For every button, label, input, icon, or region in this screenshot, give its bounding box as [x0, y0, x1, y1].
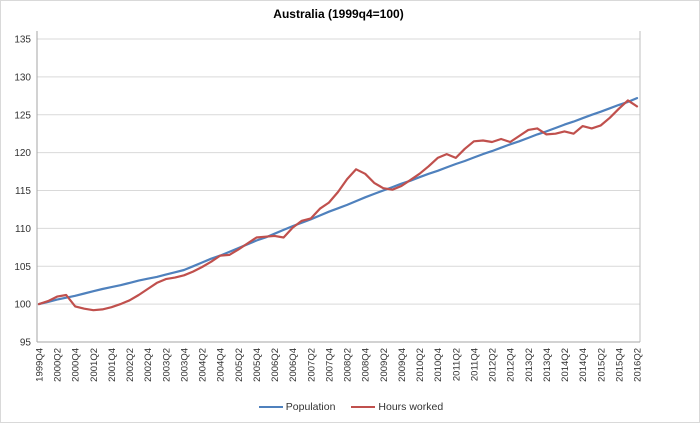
- x-tick-label: 2014Q4: [578, 348, 589, 382]
- x-tick-label: 2005Q2: [234, 348, 245, 382]
- x-tick-label: 2013Q4: [542, 348, 553, 382]
- x-tick-label: 2012Q2: [488, 348, 499, 382]
- hours-worked-line-swatch: [351, 406, 376, 408]
- x-tick-label: 2004Q2: [198, 348, 209, 382]
- legend-item-hours-worked: Hours worked: [351, 401, 443, 413]
- x-tick-label: 2015Q2: [596, 348, 607, 382]
- y-tick-label: 125: [14, 110, 31, 121]
- x-tick-label: 2010Q2: [415, 348, 426, 382]
- population-line: [37, 96, 639, 306]
- x-tick-label: 2011Q4: [469, 348, 480, 381]
- x-tick-label: 2005Q4: [252, 348, 263, 382]
- y-tick-label: 95: [20, 338, 32, 349]
- x-tick-label: 2002Q4: [143, 348, 154, 382]
- x-tick-label: 2008Q2: [343, 348, 354, 382]
- x-tick-label: 2001Q4: [107, 348, 118, 382]
- x-tick-label: 2007Q4: [324, 348, 335, 382]
- legend-label-population: Population: [285, 401, 336, 413]
- x-tick-label: 2008Q4: [361, 348, 372, 382]
- y-tick-label: 100: [14, 300, 31, 311]
- x-tick-label: 2006Q4: [288, 348, 299, 382]
- x-tick-label: 2013Q2: [524, 348, 535, 382]
- x-tick-label: 2007Q2: [306, 348, 317, 382]
- x-tick-label: 2015Q4: [614, 348, 625, 382]
- x-tick-label: 2011Q2: [451, 348, 462, 381]
- x-tick-label: 2012Q4: [506, 348, 517, 382]
- x-tick-label: 2000Q4: [71, 348, 82, 382]
- x-tick-label: 2010Q4: [433, 348, 444, 382]
- chart-title: Australia (1999q4=100): [273, 7, 404, 21]
- y-tick-label: 110: [15, 224, 31, 235]
- x-tick-label: 2009Q4: [397, 348, 408, 382]
- population-line-swatch: [258, 406, 283, 408]
- x-tick-label: 2003Q2: [161, 348, 172, 382]
- x-tick-label: 2003Q4: [179, 348, 190, 382]
- x-tick-label: 2004Q4: [216, 348, 227, 382]
- x-tick-label: 2000Q2: [53, 348, 64, 382]
- y-tick-label: 115: [15, 186, 31, 197]
- legend-label-hours-worked: Hours worked: [378, 401, 444, 413]
- x-tick-label: 2006Q2: [270, 348, 281, 382]
- y-tick-label: 135: [14, 35, 31, 46]
- legend-item-population: Population: [258, 401, 336, 413]
- y-tick-label: 120: [14, 148, 31, 159]
- x-tick-label: 2014Q2: [560, 348, 571, 382]
- x-tick-label: 1999Q4: [35, 348, 46, 382]
- y-tick-label: 105: [14, 262, 31, 273]
- hours-worked-line: [37, 99, 639, 312]
- chart-legend: Population Hours worked: [1, 397, 699, 417]
- x-tick-label: 2009Q2: [379, 348, 390, 382]
- x-tick-label: 2001Q2: [89, 348, 100, 382]
- y-tick-label: 130: [14, 72, 31, 83]
- x-tick-label: 2002Q2: [125, 348, 136, 382]
- x-tick-label: 2016Q2: [633, 348, 644, 382]
